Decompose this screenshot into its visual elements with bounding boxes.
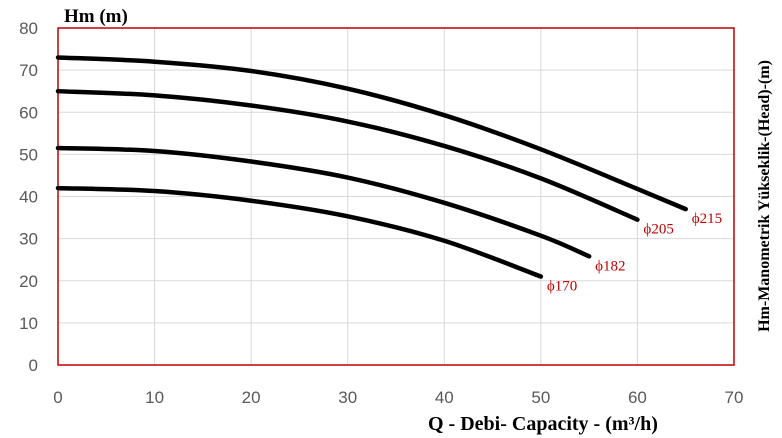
x-tick-label: 40 [435,388,454,407]
chart-frame [57,27,735,366]
x-tick-label: 10 [145,388,164,407]
x-tick-label: 30 [338,388,357,407]
right-axis-label: Hm-Manometrik Yükseklik-(Head)-(m) [756,60,773,332]
curve-label: ϕ205 [643,222,673,238]
y-tick-label: 0 [29,356,38,375]
curves [55,55,688,279]
x-tick-label: 0 [53,388,62,407]
y-tick-label: 10 [19,314,38,333]
y-axis-label: Hm (m) [64,6,128,27]
curve-line [55,145,592,259]
curve-label: ϕ215 [692,211,722,227]
y-tick-labels: 0 10 20 30 40 50 60 70 80 [19,19,38,375]
x-axis-label: Q - Debi- Capacity - (m³/h) [428,413,658,435]
y-tick-label: 20 [19,272,38,291]
x-tick-label: 60 [628,388,647,407]
y-tick-label: 60 [19,103,38,122]
curve-labels: ϕ215 ϕ205 ϕ182 ϕ170 [547,211,722,294]
curve-label: ϕ170 [547,279,577,295]
x-tick-labels: 0 10 20 30 40 50 60 70 [53,388,743,407]
x-tick-label: 20 [242,388,261,407]
x-tick-label: 50 [531,388,550,407]
y-tick-label: 70 [19,61,38,80]
y-tick-label: 50 [19,145,38,164]
x-tick-label: 70 [725,388,744,407]
y-tick-label: 80 [19,19,38,38]
curve-label: ϕ182 [595,258,625,274]
curve-line [55,88,640,222]
y-tick-label: 30 [19,230,38,249]
grid [58,28,734,366]
curve-line [55,55,688,212]
curve-line [55,185,544,279]
y-tick-label: 40 [19,188,38,207]
